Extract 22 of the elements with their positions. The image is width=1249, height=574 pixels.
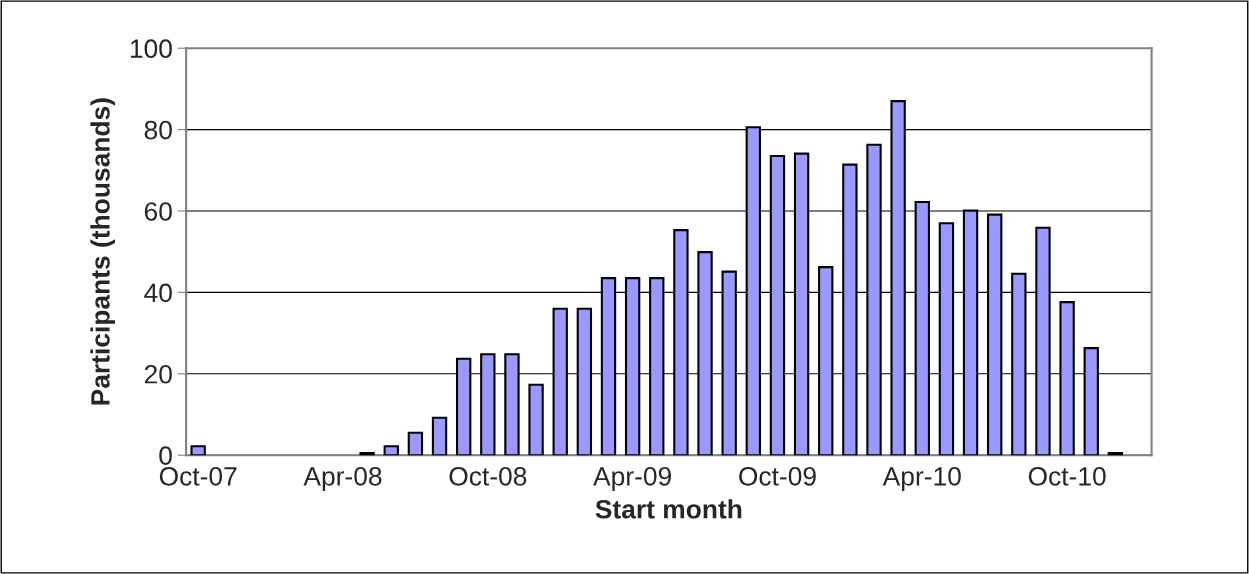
x-tick-label: Oct-07 xyxy=(159,466,237,486)
y-tick-label: 20 xyxy=(144,364,172,384)
x-tick-label: Apr-09 xyxy=(593,466,671,491)
bar xyxy=(359,452,375,456)
x-tick-label: Oct-09 xyxy=(739,466,816,486)
y-tick-label: 0 xyxy=(159,446,172,465)
y-tick-label: 60 xyxy=(144,202,172,221)
bar xyxy=(407,431,424,456)
bar xyxy=(431,416,448,456)
y-axis-title: Participants (thousands) xyxy=(90,98,115,405)
bar xyxy=(1107,452,1124,456)
bar xyxy=(190,445,206,456)
x-tick-label: Oct-08 xyxy=(449,466,527,486)
x-tick-label: Apr-10 xyxy=(882,466,961,491)
bar xyxy=(528,383,544,456)
y-tick-label: 100 xyxy=(130,39,172,59)
x-tick-label: Apr-08 xyxy=(303,466,382,491)
x-axis-title: Start month xyxy=(595,499,742,519)
y-tick-label: 40 xyxy=(144,283,172,303)
bar xyxy=(383,445,399,456)
y-tick-label: 80 xyxy=(144,120,172,140)
x-tick-label: Oct-10 xyxy=(1028,466,1106,486)
